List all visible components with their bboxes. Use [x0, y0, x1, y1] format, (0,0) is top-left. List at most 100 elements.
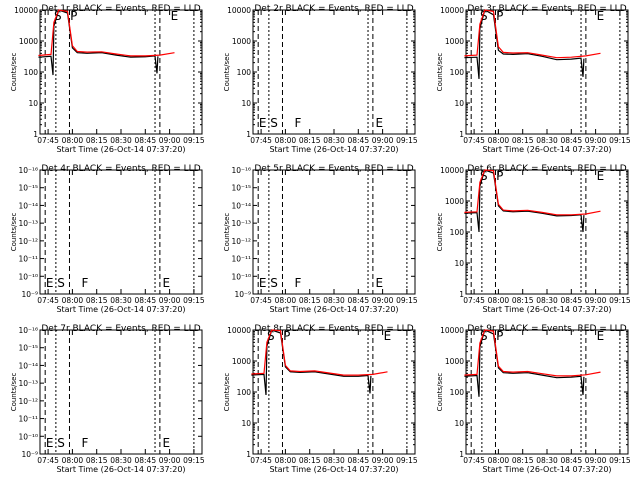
x-tick-label: 08:45: [560, 456, 582, 465]
marker-label: E: [46, 436, 54, 450]
x-tick-label: 07:45: [37, 296, 59, 305]
marker-label: S: [267, 329, 275, 343]
y-tick-label: 1: [33, 130, 38, 139]
y-axis-label: Counts/sec: [436, 373, 444, 412]
y-axis-label: Counts/sec: [10, 213, 18, 252]
y-tick-label: 10: [454, 419, 464, 428]
marker-label: S: [480, 169, 488, 183]
events-series-line: [38, 9, 159, 76]
x-tick-label: 07:45: [250, 136, 272, 145]
chart-panel: Det 1r BLACK = Events, RED = LLD 1 10 100 10…: [10, 4, 205, 154]
chart-panel: Det 8r BLACK = Events, RED = LLD 1 10 100 10…: [223, 324, 418, 474]
x-tick-label: 08:45: [134, 296, 156, 305]
marker-label: P: [496, 9, 503, 23]
x-tick-label: 08:45: [134, 456, 156, 465]
x-tick-label: 09:00: [372, 456, 394, 465]
x-axis-label: Start Time (26-Oct-14 07:37:20): [269, 465, 398, 474]
x-tick-label: 08:15: [299, 136, 321, 145]
panel-title: Det 1r BLACK = Events, RED = LLD: [41, 4, 200, 14]
marker-label: E: [259, 276, 267, 290]
lld-series-line: [464, 9, 601, 59]
marker-label: E: [597, 9, 605, 23]
x-tick-label: 08:30: [110, 296, 132, 305]
y-tick-label: 10⁻¹⁴: [18, 361, 38, 370]
y-tick-label: 1000: [445, 37, 464, 46]
marker-label: E: [259, 116, 267, 130]
y-tick-label: 10⁻¹¹: [18, 415, 38, 424]
marker-label: S: [57, 436, 65, 450]
y-axis-label: Counts/sec: [10, 53, 18, 92]
x-tick-label: 08:15: [86, 456, 108, 465]
y-tick-label: 10000: [440, 166, 464, 175]
x-tick-label: 07:45: [463, 296, 485, 305]
y-tick-label: 100: [24, 68, 39, 77]
y-tick-label: 10⁻¹⁰: [18, 432, 38, 441]
y-axis-label: Counts/sec: [223, 373, 231, 412]
x-tick-label: 08:45: [560, 296, 582, 305]
panel-title: Det 5r BLACK = Events, RED = LLD: [254, 164, 413, 174]
y-tick-label: 10⁻¹⁵: [18, 344, 38, 353]
x-tick-label: 07:45: [463, 456, 485, 465]
lld-series-line: [464, 329, 601, 377]
x-tick-label: 07:45: [250, 296, 272, 305]
x-tick-label: 08:30: [536, 296, 558, 305]
y-tick-label: 10: [454, 99, 464, 108]
x-tick-label: 09:00: [372, 136, 394, 145]
x-tick-label: 08:15: [299, 296, 321, 305]
x-tick-label: 09:00: [585, 136, 607, 145]
y-axis-label: Counts/sec: [10, 373, 18, 412]
plot-frame: [465, 329, 629, 455]
marker-label: P: [70, 9, 77, 23]
x-axis-label: Start Time (26-Oct-14 07:37:20): [56, 145, 185, 154]
y-tick-label: 100: [450, 228, 465, 237]
panel-title: Det 2r BLACK = Events, RED = LLD: [254, 4, 413, 14]
x-tick-label: 08:15: [512, 136, 534, 145]
y-tick-label: 10⁻¹³: [18, 219, 38, 228]
y-tick-label: 10⁻¹⁴: [18, 201, 38, 210]
x-tick-label: 08:45: [347, 136, 369, 145]
y-tick-label: 1: [459, 450, 464, 459]
x-tick-label: 09:00: [159, 456, 181, 465]
panel-title: Det 8r BLACK = Events, RED = LLD: [254, 324, 413, 334]
x-tick-label: 08:15: [512, 296, 534, 305]
x-tick-label: 09:15: [609, 296, 631, 305]
x-tick-label: 09:00: [585, 296, 607, 305]
y-tick-label: 1000: [445, 357, 464, 366]
events-series-line: [464, 329, 585, 397]
x-tick-label: 08:00: [275, 456, 297, 465]
x-tick-label: 07:45: [37, 456, 59, 465]
x-axis-label: Start Time (26-Oct-14 07:37:20): [269, 145, 398, 154]
y-tick-label: 10⁻⁹: [234, 290, 251, 299]
x-tick-label: 08:15: [299, 456, 321, 465]
panel-title: Det 4r BLACK = Events, RED = LLD: [41, 164, 200, 174]
y-axis-label: Counts/sec: [436, 213, 444, 252]
y-tick-label: 10000: [440, 326, 464, 335]
y-tick-label: 10⁻¹⁵: [231, 184, 251, 193]
x-tick-label: 08:00: [488, 296, 510, 305]
x-tick-label: 08:30: [323, 296, 345, 305]
y-tick-label: 10⁻¹²: [18, 397, 38, 406]
y-tick-label: 10⁻¹⁰: [18, 272, 38, 281]
y-tick-label: 10⁻¹⁶: [231, 166, 251, 175]
x-tick-label: 07:45: [250, 456, 272, 465]
x-tick-label: 08:30: [536, 136, 558, 145]
x-tick-label: 08:00: [488, 456, 510, 465]
y-tick-label: 10⁻¹³: [231, 219, 251, 228]
y-tick-label: 100: [237, 388, 252, 397]
y-tick-label: 1: [246, 130, 251, 139]
y-tick-label: 10⁻¹⁶: [18, 166, 38, 175]
x-axis-label: Start Time (26-Oct-14 07:37:20): [482, 145, 611, 154]
plot-frame: [252, 329, 416, 455]
marker-label: F: [82, 276, 89, 290]
x-tick-label: 09:15: [183, 296, 205, 305]
panel-title: Det 9r BLACK = Events, RED = LLD: [467, 324, 626, 334]
panel-title: Det 3r BLACK = Events, RED = LLD: [467, 4, 626, 14]
panel-title: Det 6r BLACK = Events, RED = LLD: [467, 164, 626, 174]
x-tick-label: 09:15: [183, 136, 205, 145]
y-axis-label: Counts/sec: [436, 53, 444, 92]
plot-frame: [465, 9, 629, 135]
y-tick-label: 10: [241, 419, 251, 428]
y-tick-label: 10000: [227, 326, 251, 335]
x-tick-label: 09:15: [396, 456, 418, 465]
marker-label: E: [376, 116, 384, 130]
